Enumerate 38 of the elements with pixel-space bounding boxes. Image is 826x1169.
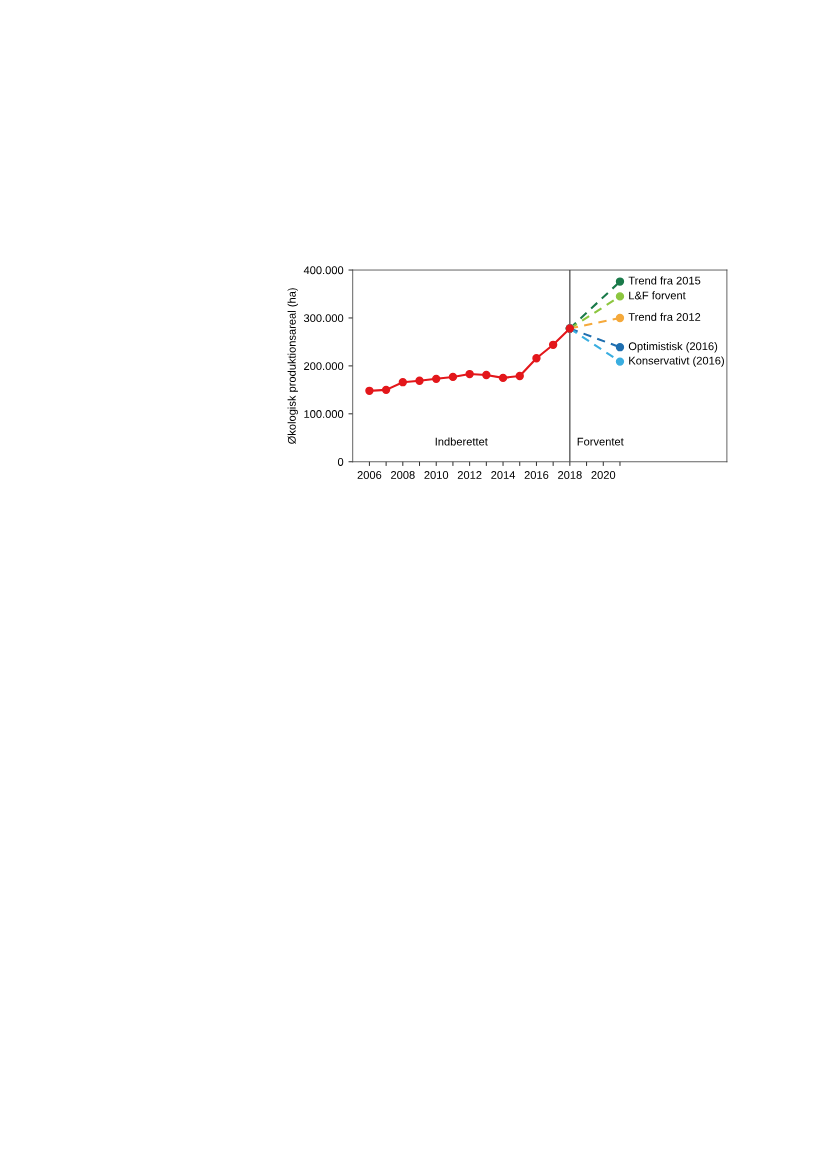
y-tick-label: 300.000 — [303, 314, 344, 323]
point — [415, 376, 424, 385]
series-label: Konservativt (2016) — [629, 356, 724, 367]
y-tick-label: 100.000 — [304, 410, 344, 418]
annotation: Indberettet — [435, 437, 488, 446]
x-tick-label: 2010 — [424, 471, 449, 479]
x-tick-label: 2020 — [591, 471, 616, 479]
point — [615, 313, 625, 323]
point — [465, 369, 474, 379]
point — [615, 277, 625, 286]
x-tick-label: 2018 — [558, 471, 582, 479]
series-label: Trend fra 2015 — [628, 276, 701, 285]
point — [615, 292, 625, 301]
x-tick-label: 2014 — [491, 471, 516, 479]
x-tick-label: 2012 — [457, 471, 482, 479]
point — [398, 378, 407, 387]
y-tick-label: 200.000 — [304, 362, 344, 371]
y-tick-label: 400.000 — [303, 266, 344, 275]
series-label: L&F forvent — [629, 291, 686, 300]
point — [482, 370, 491, 380]
point — [448, 372, 458, 382]
x-tick-label: 2006 — [357, 471, 382, 479]
point — [532, 354, 541, 363]
point — [498, 373, 508, 383]
point — [615, 343, 625, 352]
x-tick-label: 2016 — [524, 471, 549, 479]
annotation: Forventet — [577, 437, 624, 446]
point — [365, 386, 374, 395]
point — [432, 374, 441, 384]
y-tick-label: 0 — [337, 458, 344, 466]
point — [615, 357, 625, 366]
y-axis-title: Økologisk produktionsareal (ha) — [287, 288, 298, 444]
point — [515, 371, 524, 381]
series-label: Optimistisk (2016) — [628, 342, 718, 353]
series-label: Trend fra 2012 — [628, 312, 701, 321]
point — [548, 340, 558, 349]
point — [381, 385, 391, 395]
x-tick-label: 2008 — [391, 471, 415, 479]
